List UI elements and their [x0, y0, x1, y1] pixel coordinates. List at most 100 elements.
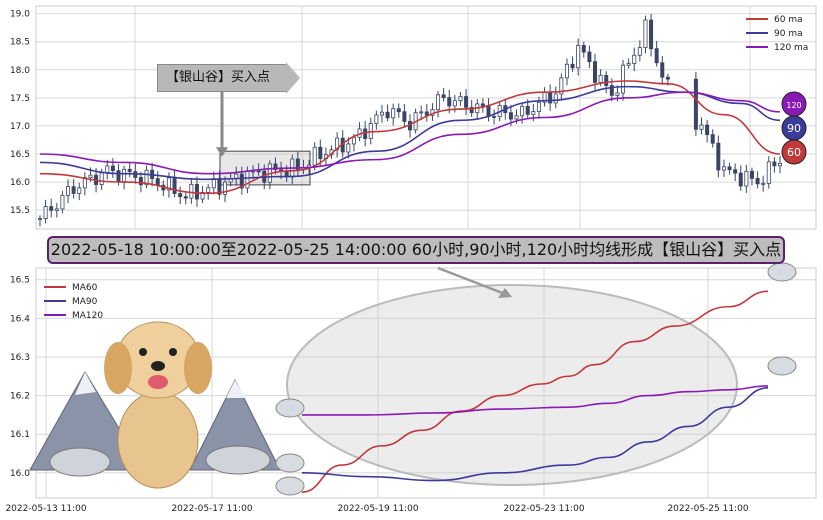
candle-body — [436, 94, 441, 111]
candle — [43, 199, 48, 224]
candle-body — [172, 177, 177, 194]
candle-body — [71, 186, 76, 194]
candle-body — [778, 162, 783, 167]
candle-body — [458, 96, 463, 102]
candle — [761, 175, 766, 192]
end-badge-label: 90 — [787, 122, 801, 135]
candle-body — [587, 51, 592, 63]
bottom-x-tick-label: 2022-05-25 11:00 — [667, 504, 748, 514]
candle-body — [553, 93, 558, 104]
banner-pointer-arrowhead — [498, 288, 512, 298]
top-y-tick-label: 18.5 — [10, 38, 30, 48]
bottom-ma-line — [301, 385, 769, 416]
candle — [716, 135, 721, 178]
dog-ear-right — [184, 342, 212, 394]
candle — [77, 182, 82, 201]
mountain-snow-right — [226, 380, 245, 398]
candle — [721, 159, 726, 177]
candle-body — [665, 76, 670, 80]
top-y-tick-label: 16.0 — [10, 178, 30, 188]
ingot-marker — [767, 356, 797, 376]
candle — [391, 103, 396, 126]
candle-body — [206, 187, 211, 193]
candle-body — [525, 105, 530, 115]
candle-body — [166, 177, 171, 191]
candle-body — [452, 100, 457, 107]
bottom-y-tick-label: 16.3 — [10, 353, 30, 363]
candle-body — [441, 94, 446, 99]
candle — [727, 162, 732, 175]
candle — [346, 137, 351, 159]
end-badge-label: 60 — [787, 146, 801, 159]
candle-body — [447, 97, 452, 107]
candle — [194, 176, 199, 207]
bottom-y-tick-label: 16.2 — [10, 392, 30, 402]
top-legend-label: 120 ma — [774, 43, 808, 53]
candle-body — [721, 166, 726, 171]
candle-body — [761, 183, 766, 185]
candle-body — [772, 161, 777, 167]
candle — [60, 190, 65, 214]
top-panel — [35, 5, 817, 230]
bottom-legend-label: MA90 — [72, 297, 98, 307]
candle-body — [464, 96, 469, 108]
candle — [458, 91, 463, 106]
bottom-legend-item: MA120 — [44, 311, 103, 321]
candle-body — [637, 47, 642, 56]
candle — [738, 165, 743, 191]
candle — [419, 105, 424, 121]
mountain-snow — [75, 372, 96, 395]
candle-body — [486, 105, 491, 117]
ingot-marker — [275, 476, 305, 496]
candle-body — [351, 136, 356, 145]
candle-body — [564, 63, 569, 79]
candle-body — [598, 74, 603, 83]
candle-body — [480, 103, 485, 107]
dog-mountain-illustration — [29, 262, 797, 496]
candle — [699, 117, 704, 135]
candle-body — [105, 165, 110, 174]
candle-body — [621, 64, 626, 94]
top-y-tick-label: 19.0 — [10, 10, 30, 20]
candle-body — [419, 111, 424, 114]
candle-body — [144, 169, 149, 186]
candle-body — [536, 101, 541, 112]
candle-body — [385, 111, 390, 119]
candle-body — [660, 62, 665, 78]
candle — [570, 56, 575, 72]
top-legend-label: 60 ma — [774, 15, 803, 25]
candle-body — [654, 48, 659, 64]
candle-body — [755, 177, 760, 185]
top-legend-item: 120 ma — [746, 43, 808, 53]
candle-body — [749, 170, 754, 179]
candle-body — [632, 54, 637, 64]
candle-body — [295, 158, 300, 170]
candle — [38, 215, 43, 227]
candle — [374, 110, 379, 130]
candle — [402, 104, 407, 128]
candle-body — [609, 85, 614, 96]
candle — [200, 186, 205, 203]
candle-body — [716, 142, 721, 171]
silver-ingot-right — [205, 445, 271, 475]
candle-body — [273, 163, 278, 171]
candle-body — [256, 170, 261, 173]
candle-body — [492, 116, 497, 118]
candle-body — [178, 193, 183, 198]
candle-body — [60, 194, 65, 210]
candle-body — [402, 111, 407, 122]
bottom-y-tick-label: 16.1 — [10, 430, 30, 440]
candle-body — [66, 186, 71, 196]
candle-body — [469, 106, 474, 114]
callout-arrow-head — [216, 147, 228, 157]
candle-body — [43, 206, 48, 219]
candle-body — [744, 170, 749, 187]
candle — [576, 38, 581, 76]
end-badge-circle — [781, 139, 807, 165]
top-y-tick-label: 15.5 — [10, 206, 30, 216]
bottom-x-tick-label: 2022-05-17 11:00 — [171, 504, 252, 514]
bottom-y-tick-label: 16.4 — [10, 314, 30, 324]
candle-body — [155, 178, 160, 186]
ingot-marker — [275, 398, 305, 418]
candle — [189, 177, 194, 204]
